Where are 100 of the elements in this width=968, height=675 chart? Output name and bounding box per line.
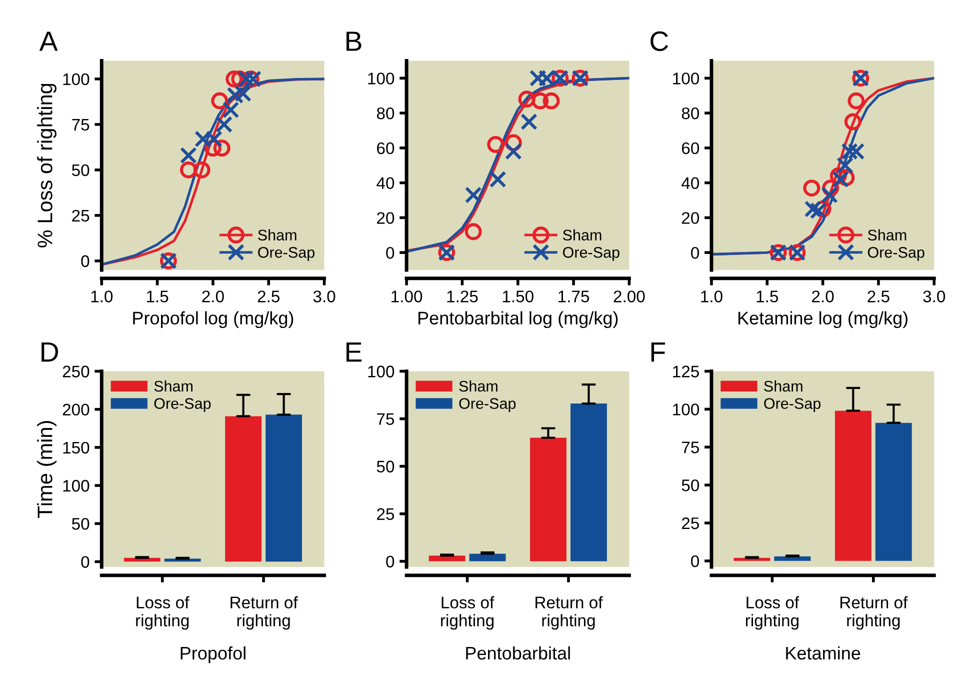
legend-label: Ore-Sap [868, 246, 924, 261]
point [848, 142, 865, 160]
x-axis-title: Propofol log (mg/kg) [133, 311, 294, 328]
y-axis-title: % Loss of righting [37, 84, 56, 248]
y-tick-label: 20 [682, 212, 700, 224]
point [226, 70, 243, 88]
x-tick-label: 1.0 [91, 290, 113, 302]
y-tick-label: 60 [377, 142, 394, 154]
bar [530, 438, 566, 562]
point [226, 86, 244, 104]
y-tick-label: 75 [682, 442, 699, 454]
x-axis-title: Pentobarbital [466, 646, 570, 660]
point [213, 140, 230, 157]
x-tick-label: Return of righting [840, 596, 908, 630]
bar [570, 404, 607, 562]
point [841, 142, 858, 160]
y-tick-label: 200 [62, 404, 90, 416]
y-tick-label: 100 [368, 366, 394, 378]
bar [834, 410, 872, 561]
y-tick-label: 75 [377, 413, 394, 425]
chart-title: D [42, 342, 58, 362]
x-tick-label: 1.5 [756, 290, 778, 302]
x-tick-label: Loss of righting [136, 596, 190, 630]
legend-label: Sham [562, 229, 602, 241]
point [180, 161, 197, 178]
x-tick-label: 2.00 [614, 290, 645, 302]
legend-label: Ore-Sap [764, 398, 821, 412]
x-axis-title: Ketamine log (mg/kg) [738, 311, 908, 328]
bar [875, 422, 912, 561]
legend-label: Sham [258, 229, 296, 241]
y-tick-label: 100 [63, 480, 90, 492]
x-tick-label: 2.5 [258, 290, 280, 302]
y-tick-label: 40 [376, 177, 394, 190]
y-tick-label: 100 [368, 72, 394, 84]
y-tick-label: 150 [63, 442, 90, 454]
y-tick-label: 50 [682, 479, 700, 492]
point [836, 156, 854, 174]
point [532, 92, 549, 110]
point [520, 113, 538, 130]
legend-label: Sham [868, 229, 906, 241]
bar [774, 556, 811, 561]
x-tick-label: Loss of righting [746, 596, 800, 630]
x-tick-label: 3.0 [923, 290, 946, 302]
legend-label: Ore-Sap [258, 246, 314, 261]
point [489, 170, 506, 188]
y-tick-label: 0 [386, 556, 394, 568]
x-axis-title: Ketamine [786, 646, 860, 660]
y-tick-label: 50 [72, 164, 90, 176]
y-tick-label: 250 [62, 366, 90, 378]
chart-title: F [651, 342, 665, 362]
x-tick-label: 2.5 [868, 290, 890, 302]
x-tick-label: 2.0 [812, 290, 834, 302]
x-tick-label: 1.5 [146, 290, 168, 302]
legend-label: Sham [154, 380, 192, 392]
point [193, 161, 210, 178]
point [810, 202, 827, 220]
legend-label: Ore-Sap [154, 398, 211, 412]
x-tick-label: 1.25 [447, 290, 478, 302]
x-tick-label: 1.50 [502, 290, 534, 302]
point [180, 146, 197, 164]
x-tick-label: Return of righting [536, 596, 603, 630]
y-tick-label: 50 [376, 460, 394, 472]
bar [469, 554, 506, 562]
point [464, 223, 482, 240]
y-tick-label: 60 [682, 142, 700, 154]
point [234, 85, 252, 102]
y-tick-label: 40 [682, 177, 700, 190]
y-tick-label: 25 [377, 508, 394, 520]
point [832, 170, 850, 188]
point [804, 200, 822, 218]
x-tick-label: 2.0 [202, 290, 224, 302]
x-tick-label: 1.75 [558, 290, 590, 302]
point [821, 186, 838, 204]
point [238, 70, 255, 88]
point [211, 92, 228, 110]
point [487, 136, 504, 153]
legend-label: Ore-Sap [459, 398, 516, 412]
point [542, 92, 560, 110]
y-tick-label: 75 [72, 119, 90, 131]
y-tick-label: 0 [386, 246, 394, 259]
legend-label: Sham [459, 380, 498, 392]
chart-title: B [346, 32, 362, 51]
y-tick-label: 20 [377, 212, 394, 224]
legend-label: Ore-Sap [563, 246, 620, 261]
x-tick-label: 3.0 [313, 290, 336, 302]
x-tick-label: 1.0 [701, 290, 722, 302]
y-tick-label: 0 [691, 555, 700, 568]
point [504, 142, 522, 160]
x-axis-title: Pentobarbital log (mg/kg) [418, 311, 618, 328]
x-tick-label: Loss of righting [441, 596, 494, 630]
point [222, 101, 240, 118]
x-tick-label: Return of righting [230, 596, 298, 630]
chart-title: A [39, 32, 58, 51]
y-tick-label: 125 [673, 366, 699, 378]
bar [266, 414, 302, 562]
point [848, 92, 865, 110]
point [803, 180, 820, 197]
y-tick-label: 0 [81, 255, 90, 268]
y-tick-label: 50 [72, 518, 90, 530]
y-tick-label: 80 [682, 107, 700, 120]
